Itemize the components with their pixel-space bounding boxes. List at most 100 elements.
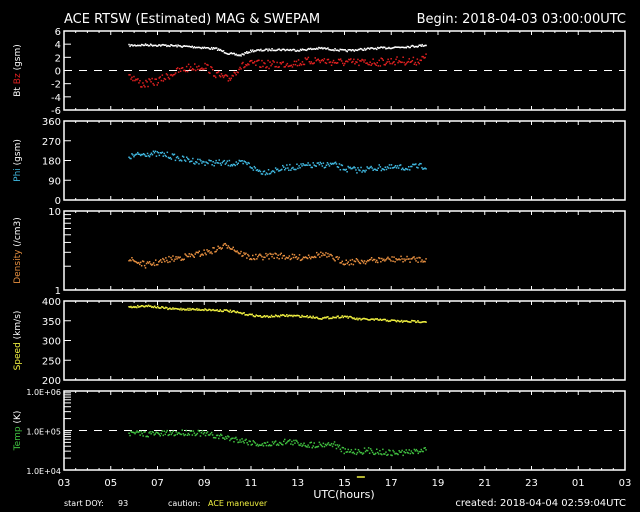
data-point [185,429,187,432]
data-point [218,310,220,312]
data-point [386,319,389,322]
data-point [155,155,158,157]
data-point [279,62,281,64]
data-point [396,165,399,167]
data-point [290,64,293,67]
data-point [409,452,411,455]
data-point [256,258,258,260]
data-point [223,159,226,162]
data-point [188,45,190,48]
data-point [151,77,153,80]
data-point [408,258,410,260]
data-point [132,79,134,82]
caution-value: ACE maneuver [208,499,268,508]
data-point [314,317,316,319]
data-point [404,320,406,322]
data-point [391,167,394,169]
data-point [242,53,244,55]
data-point [284,169,286,171]
data-point [137,44,139,47]
data-point [341,260,343,263]
data-point [321,59,324,61]
data-point [305,316,307,318]
data-point [252,62,254,64]
data-point [224,52,227,54]
data-point [245,252,247,255]
data-point [172,45,174,47]
data-point [299,62,302,65]
data-point [271,63,273,65]
data-point [180,67,183,69]
data-point [215,250,217,253]
data-point [265,444,268,447]
data-point [159,76,161,78]
data-point [281,168,283,171]
data-point [292,63,295,66]
data-point [249,258,251,261]
data-point [275,49,277,52]
data-point [393,166,396,168]
data-point [407,168,409,171]
data-point [293,168,295,171]
y-label-part: Density [13,249,23,284]
data-point [295,256,298,258]
data-point [325,164,328,166]
data-point [322,442,325,445]
data-point [311,48,313,51]
data-point [307,254,310,256]
data-point [352,49,355,51]
data-point [131,431,133,433]
data-point [186,434,189,436]
data-point [237,311,239,314]
data-point [137,262,139,264]
data-point [272,315,275,318]
data-point [342,168,345,171]
data-point [351,49,354,51]
data-point [260,66,262,68]
data-point [253,62,255,64]
data-point [159,260,161,262]
data-point [348,167,350,169]
data-point [255,253,257,256]
data-point [350,49,353,52]
data-point [260,48,262,51]
data-point [306,164,308,166]
data-point [378,319,380,321]
y-label-part: Speed [13,342,23,370]
data-point [313,62,315,64]
data-point [197,68,199,71]
data-point [275,315,278,317]
data-point [256,169,259,171]
data-point [390,260,392,262]
data-point [216,249,218,251]
data-point [130,157,132,160]
data-point [352,60,354,63]
data-point [374,453,376,456]
data-point [422,45,424,47]
data-point [252,49,254,51]
data-point [261,50,263,52]
data-point [267,59,269,62]
data-point [379,65,382,67]
data-point [195,161,197,163]
data-point [370,257,373,259]
data-point [270,314,273,317]
data-point [331,49,333,51]
data-point [235,53,237,55]
data-point [345,60,347,63]
data-point [133,155,135,158]
data-point [376,259,378,262]
data-point [249,440,251,443]
data-point [266,66,268,68]
data-point [192,308,194,310]
data-point [275,65,277,68]
data-point [374,168,376,171]
data-point [135,306,137,308]
data-point [224,74,227,76]
data-point [406,168,408,170]
data-point [336,166,339,168]
data-point [374,258,376,261]
data-point [395,46,397,48]
data-point [208,308,210,311]
data-point [369,47,372,49]
